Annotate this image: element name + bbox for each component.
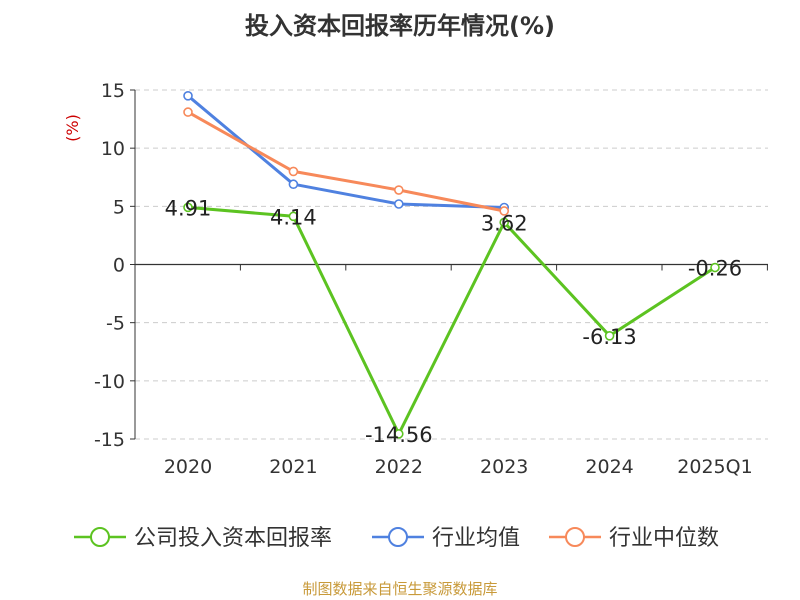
- y-tick-label: 0: [113, 255, 125, 277]
- data-point: [183, 107, 193, 117]
- data-point: [288, 166, 299, 177]
- y-tick-label: -10: [94, 371, 125, 393]
- y-tick-label: 5: [113, 196, 125, 218]
- legend-label: 行业均值: [432, 526, 520, 551]
- x-tick-label: 2023: [480, 456, 528, 478]
- data-point: [183, 91, 193, 101]
- footer-source: 制图数据来自恒生聚源数据库: [302, 580, 498, 598]
- chart-title: 投入资本回报率历年情况(%): [245, 12, 555, 40]
- data-labels: 4.91 4.14 -14.56 3.62 -6.13 -0.26: [165, 196, 743, 447]
- data-label: 4.14: [270, 205, 317, 229]
- series-line: [187, 94, 505, 209]
- y-tick-label: 10: [101, 138, 125, 160]
- data-point: [393, 429, 404, 439]
- data-point: [499, 217, 510, 228]
- x-tick-label: 2025Q1: [677, 456, 752, 478]
- series-line: [187, 205, 716, 436]
- legend-item[interactable]: 行业均值: [372, 526, 520, 551]
- data-label: 3.62: [481, 211, 528, 235]
- data-label: -14.56: [365, 423, 433, 447]
- legend-swatch-marker: [90, 527, 110, 547]
- data-label: 4.91: [165, 196, 212, 220]
- data-label: -0.26: [688, 257, 742, 281]
- data-point: [499, 206, 510, 216]
- x-tick-label: 2021: [269, 456, 317, 478]
- data-point: [288, 211, 299, 222]
- x-tick-label: 2020: [164, 456, 212, 478]
- axes: 15 10 5 0 -5 -10 -15 2020 2021 2022 2023 2024 2025Q1: [94, 80, 768, 478]
- data-point: [710, 262, 720, 273]
- series-line: [187, 110, 505, 213]
- y-tick-label: -5: [106, 313, 125, 335]
- data-point: [393, 185, 404, 195]
- y-axis-label: (%): [63, 114, 82, 142]
- legend-swatch-marker: [565, 527, 585, 547]
- legend-swatch-marker: [388, 527, 408, 547]
- data-point: [604, 331, 615, 341]
- x-tick-label: 2022: [375, 456, 423, 478]
- data-label: -6.13: [582, 325, 636, 349]
- series-lines: [183, 91, 720, 439]
- y-tick-label: 15: [101, 80, 125, 102]
- legend-item[interactable]: 公司投入资本回报率: [74, 526, 332, 551]
- legend-label: 行业中位数: [609, 526, 719, 551]
- y-tick-label: -15: [94, 429, 125, 451]
- data-point: [183, 202, 193, 213]
- x-tick-label: 2024: [585, 456, 633, 478]
- legend: 公司投入资本回报率 行业均值 行业中位数: [74, 526, 719, 551]
- data-point: [393, 199, 404, 209]
- data-point: [288, 179, 299, 190]
- legend-label: 公司投入资本回报率: [134, 526, 332, 551]
- legend-item[interactable]: 行业中位数: [549, 526, 719, 551]
